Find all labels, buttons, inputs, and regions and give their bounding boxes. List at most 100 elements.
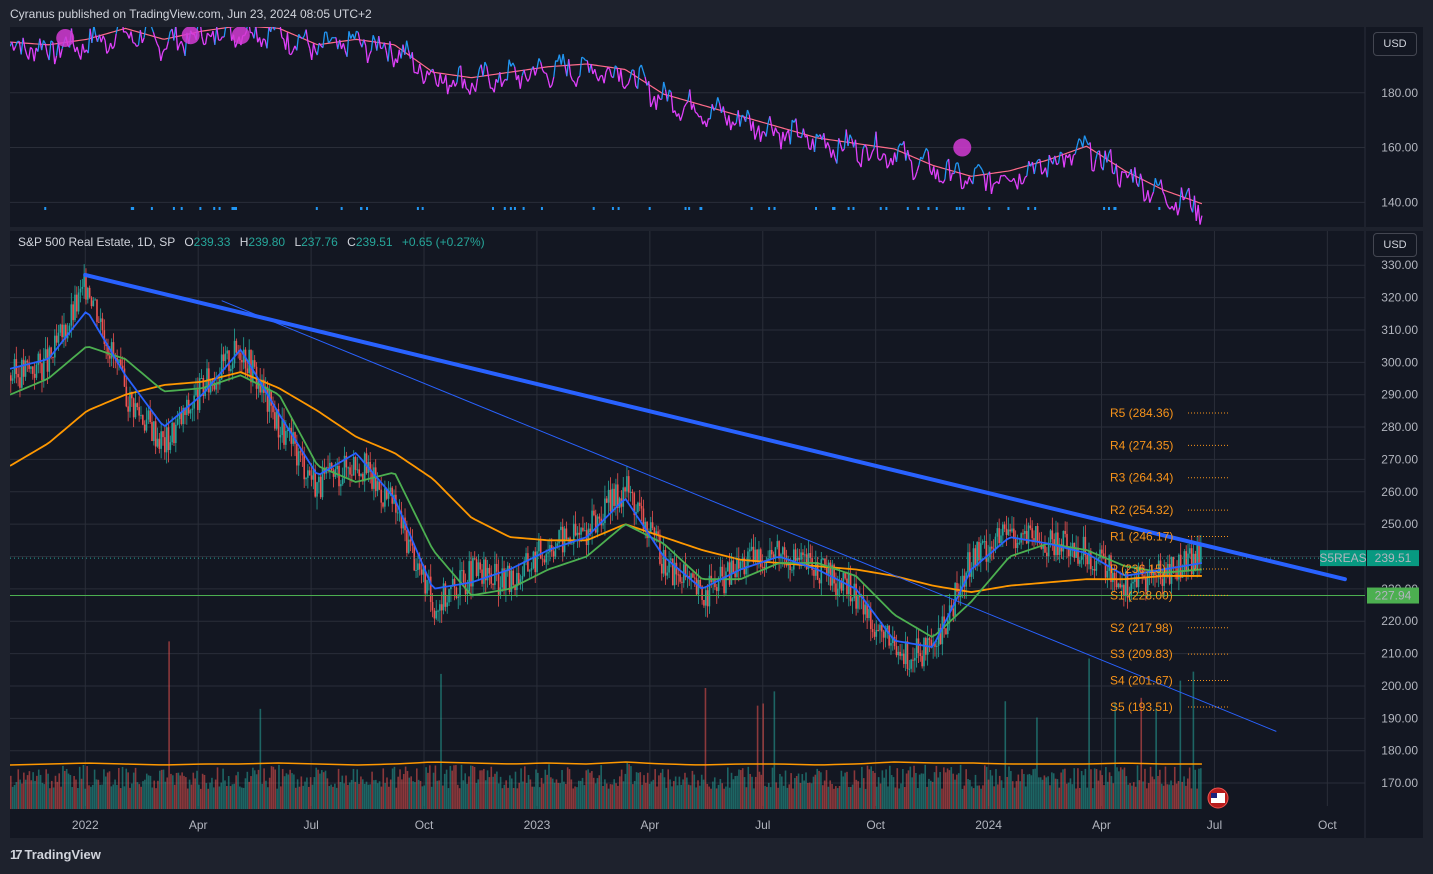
candle-body xyxy=(98,321,100,323)
candle-body xyxy=(477,562,480,577)
volume-bar xyxy=(471,765,474,809)
currency-button-main[interactable]: USD xyxy=(1373,233,1417,257)
candle-body xyxy=(220,354,223,380)
signal-dot xyxy=(1103,207,1106,210)
candle-body xyxy=(844,572,846,579)
volume-bar xyxy=(1013,787,1016,809)
volume-bar xyxy=(1082,775,1085,809)
candle-body xyxy=(143,424,146,431)
candle-body xyxy=(791,569,793,571)
price-pane[interactable]: 330.00 320.00 310.00 300.00 290.00 280.00 270.… xyxy=(10,231,1423,838)
relative-strength-segment xyxy=(1039,159,1043,175)
volume-bar xyxy=(810,783,813,809)
volume-bar xyxy=(1164,766,1167,809)
volume-bar xyxy=(95,779,98,809)
candle-body xyxy=(903,653,905,665)
candle-body xyxy=(866,604,868,619)
volume-bar xyxy=(453,765,455,809)
volume-bar xyxy=(939,772,941,809)
tradingview-brand[interactable]: 17 TradingView xyxy=(10,847,101,862)
main-axis-tick: 250.00 xyxy=(1381,517,1418,531)
volume-bar xyxy=(661,769,664,809)
relative-strength-segment xyxy=(959,171,963,189)
candle-body xyxy=(455,587,458,598)
volume-bar xyxy=(695,787,697,809)
volume-bar xyxy=(501,788,504,809)
volume-bar xyxy=(106,772,109,809)
relative-strength-segment xyxy=(974,166,977,169)
volume-bar xyxy=(743,777,746,809)
candle-body xyxy=(1119,583,1121,588)
relative-strength-segment xyxy=(122,27,125,33)
candle-body xyxy=(81,286,84,289)
relative-strength-segment xyxy=(81,43,86,53)
candle-body xyxy=(864,604,867,615)
candle-body xyxy=(847,573,850,595)
relative-strength-segment xyxy=(718,103,723,114)
candle-body xyxy=(171,422,173,443)
relative-strength-segment xyxy=(843,129,847,149)
candle-body xyxy=(37,353,40,365)
relative-strength-segment xyxy=(841,148,845,152)
relative-strength-segment xyxy=(962,180,967,189)
volume-bar xyxy=(378,781,381,809)
minor-trendline xyxy=(221,300,1277,732)
time-axis-label: Oct xyxy=(415,818,434,832)
candle-body xyxy=(437,610,439,612)
candle-body xyxy=(63,324,65,338)
candle-body xyxy=(351,474,353,476)
relative-strength-segment xyxy=(372,35,376,41)
volume-bar xyxy=(211,777,213,809)
candle-body xyxy=(1009,529,1011,532)
candle-body xyxy=(1029,525,1032,529)
relative-strength-pane[interactable]: 180.00 160.00 140.00 USD xyxy=(10,27,1423,227)
relative-strength-segment xyxy=(895,147,899,162)
relative-strength-segment xyxy=(141,37,145,44)
volume-bar xyxy=(801,774,804,809)
volume-bar xyxy=(864,788,867,809)
currency-button-top[interactable]: USD xyxy=(1373,32,1417,56)
candle-body xyxy=(54,335,56,358)
relative-strength-segment xyxy=(633,70,637,86)
relative-strength-segment xyxy=(433,74,438,85)
volume-bar xyxy=(831,783,833,809)
volume-bar xyxy=(678,776,681,809)
relative-strength-segment xyxy=(406,40,410,51)
volume-bar xyxy=(937,777,940,809)
relative-strength-segment xyxy=(577,75,581,79)
candle-body xyxy=(1069,548,1072,557)
volume-bar xyxy=(566,767,569,809)
candle-body xyxy=(941,616,944,645)
candle-body xyxy=(363,453,366,482)
volume-bar xyxy=(782,785,785,809)
candle-body xyxy=(1168,564,1171,584)
volume-bar xyxy=(93,769,96,809)
relative-strength-segment xyxy=(353,30,358,40)
relative-strength-segment xyxy=(562,53,566,66)
relative-strength-segment xyxy=(106,50,110,54)
candle-body xyxy=(92,300,95,307)
volume-bar xyxy=(1192,671,1195,809)
candle-body xyxy=(206,368,208,387)
relative-strength-segment xyxy=(363,39,367,46)
relative-strength-segment xyxy=(279,27,283,38)
volume-bar xyxy=(1138,780,1141,809)
volume-bar xyxy=(419,780,422,809)
candle-body xyxy=(11,378,14,381)
volume-bar xyxy=(140,786,142,809)
relative-strength-segment xyxy=(262,38,266,41)
candle-body xyxy=(94,299,96,301)
candle-body xyxy=(748,549,751,552)
candle-body xyxy=(1157,560,1160,577)
candle-body xyxy=(543,559,546,563)
candle-body xyxy=(1091,569,1094,571)
volume-bar xyxy=(226,785,228,809)
candle-body xyxy=(39,353,41,364)
relative-strength-segment xyxy=(1152,178,1156,193)
relative-strength-segment xyxy=(298,33,302,38)
volume-bar xyxy=(229,786,232,809)
low-value: 237.76 xyxy=(301,235,338,249)
volume-bar xyxy=(490,766,493,809)
candle-body xyxy=(1071,542,1074,549)
volume-bar xyxy=(514,771,517,809)
